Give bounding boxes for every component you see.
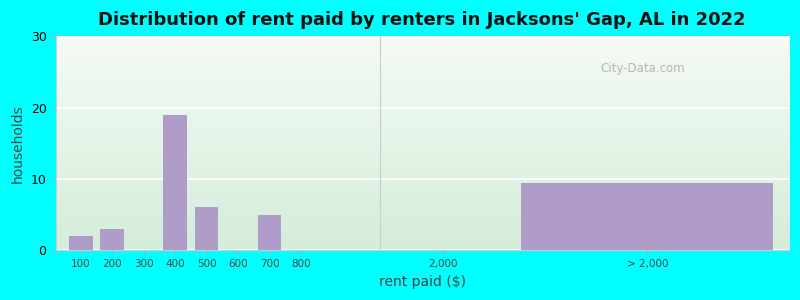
Bar <box>163 115 187 250</box>
Y-axis label: households: households <box>11 104 25 183</box>
Bar <box>195 208 218 250</box>
Title: Distribution of rent paid by renters in Jacksons' Gap, AL in 2022: Distribution of rent paid by renters in … <box>98 11 746 29</box>
Bar <box>522 182 773 250</box>
Bar <box>101 229 124 250</box>
Bar <box>258 214 282 250</box>
Text: City-Data.com: City-Data.com <box>600 62 685 75</box>
X-axis label: rent paid ($): rent paid ($) <box>378 275 466 289</box>
Bar <box>69 236 93 250</box>
